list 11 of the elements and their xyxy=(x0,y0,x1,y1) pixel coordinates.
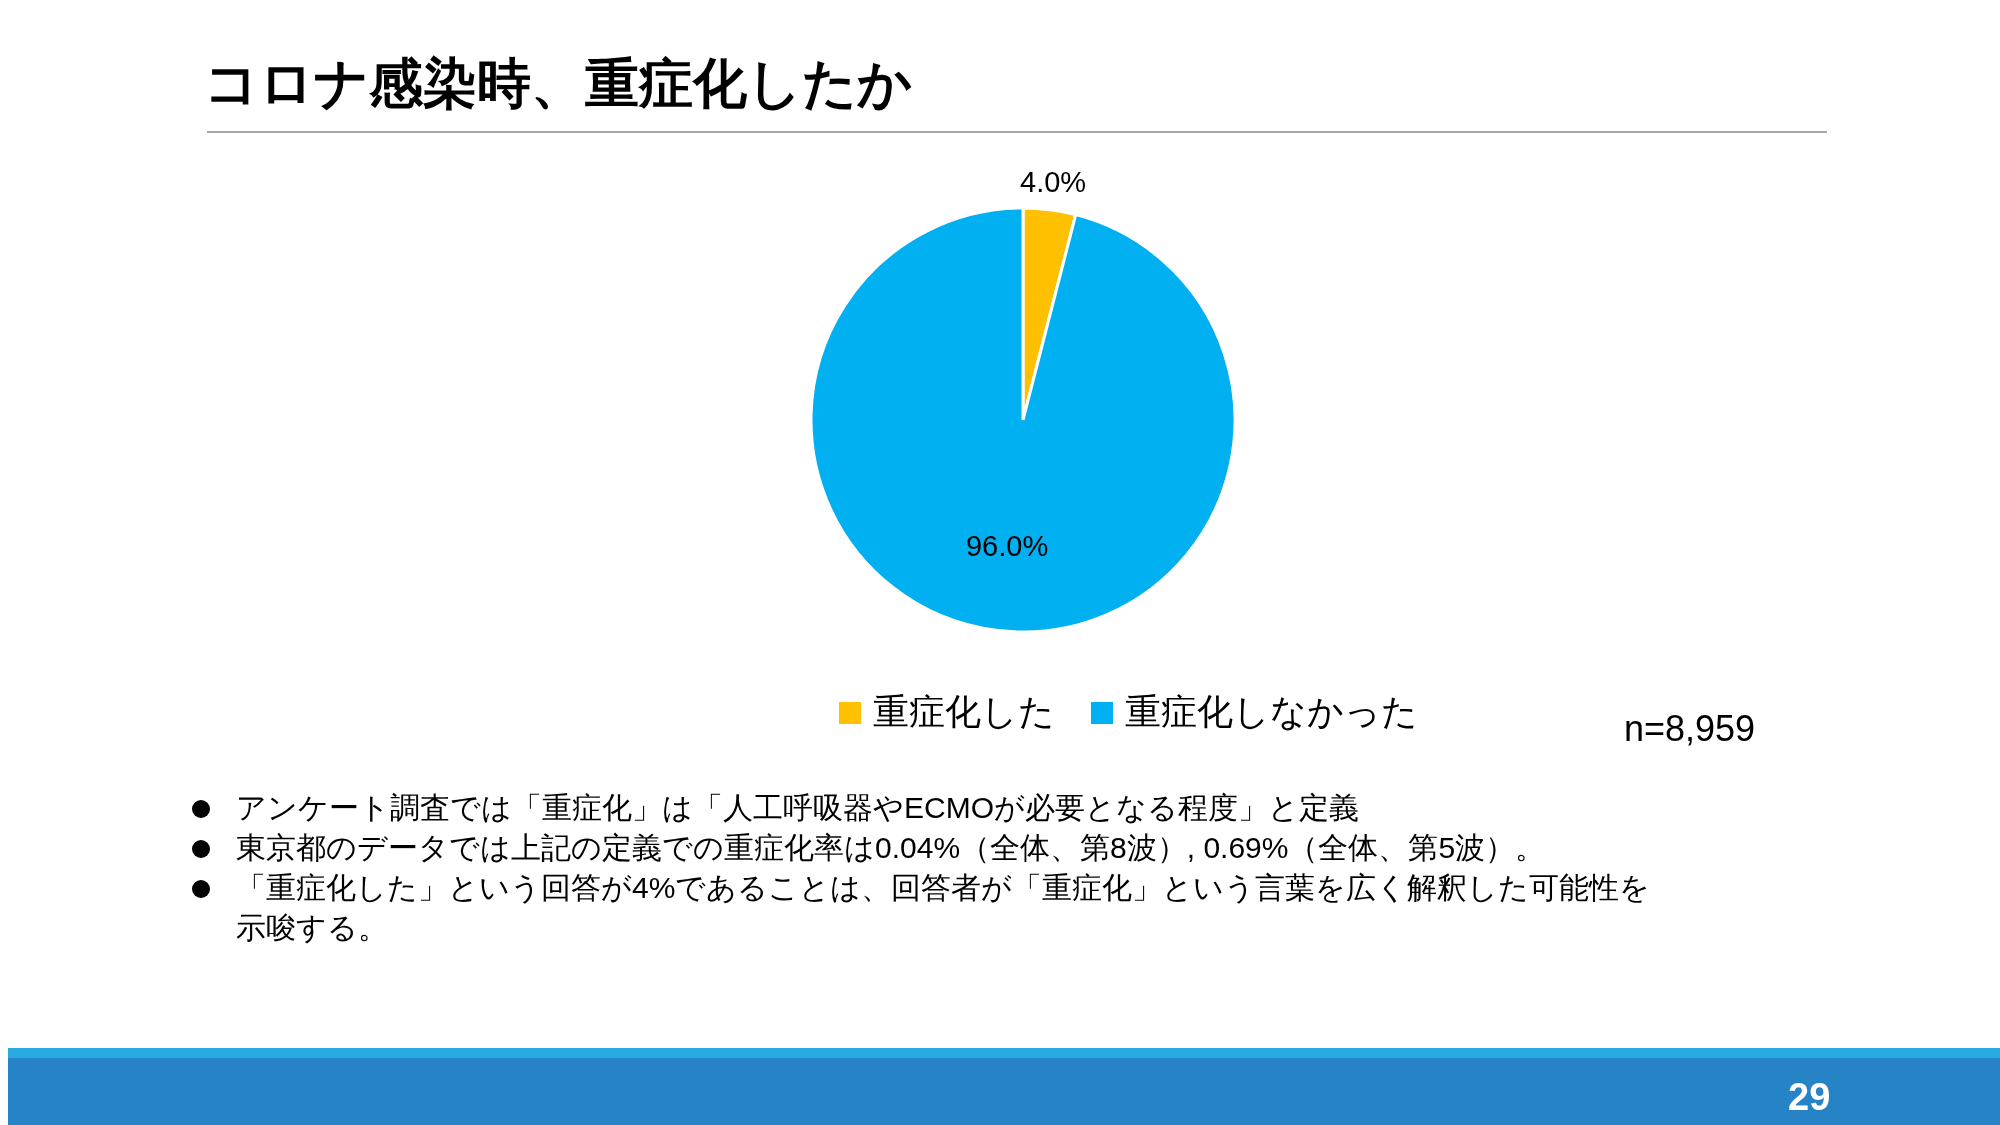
text: アンケート調査では「重症化」は「人工呼吸器やECMOが必要となる程度」と定義 xyxy=(236,790,1359,826)
legend-label: 重症化しなかった xyxy=(1124,690,1418,734)
text: 東京都のデータでは上記の定義での重症化率は0.04%（全体、第8波）, 0.69%（全体、第5波）。 xyxy=(236,830,1546,866)
legend-label: 重症化した xyxy=(872,690,1055,734)
pie-slice xyxy=(809,206,1237,634)
data-label: 4.0% xyxy=(1020,165,1087,198)
text: 「重症化した」という回答が4%であることは、回答者が「重症化」という言葉を広く解釈した可能性を示唆する。 xyxy=(236,870,1652,946)
text: n=8,959 xyxy=(1624,708,1756,750)
data-label: 96.0% xyxy=(965,530,1049,563)
chart-title: コロナ感染時、重症化したか xyxy=(204,52,912,115)
text: 29 xyxy=(1788,1076,1831,1119)
